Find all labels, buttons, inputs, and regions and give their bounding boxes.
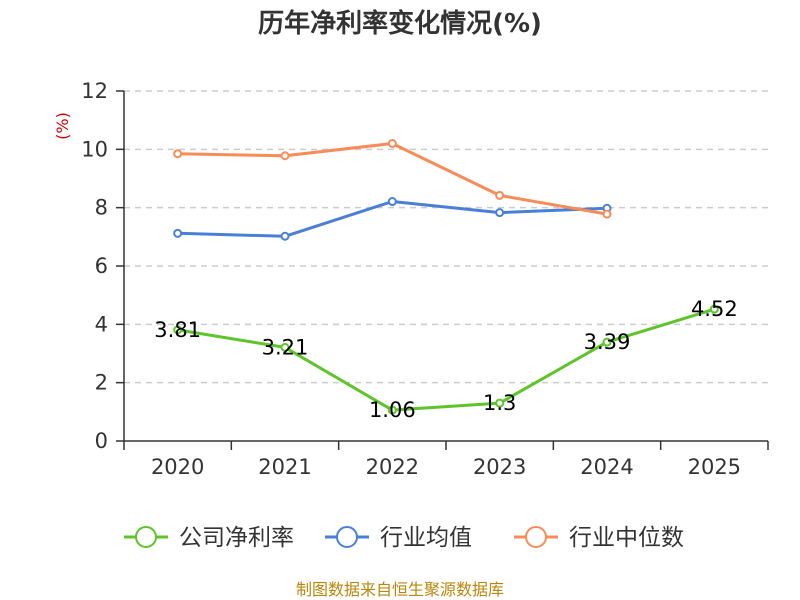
y-tick-label-4: 4 bbox=[95, 312, 108, 336]
point-2-2022[interactable] bbox=[387, 139, 397, 148]
y-tick-label-10: 10 bbox=[81, 137, 108, 161]
legend-marker-0 bbox=[135, 526, 157, 548]
y-tick-label-12: 12 bbox=[81, 79, 108, 103]
point-0-2025[interactable] bbox=[709, 304, 719, 314]
data-label-2020: 3.81 bbox=[154, 318, 201, 342]
y-tick-label-0: 0 bbox=[95, 429, 108, 453]
grid bbox=[124, 90, 768, 384]
point-2-2024[interactable] bbox=[602, 209, 612, 219]
y-tick-label-8: 8 bbox=[95, 196, 108, 220]
x-tick-label-2020: 2020 bbox=[151, 455, 204, 479]
legend-item-0[interactable]: 公司净利率 bbox=[124, 525, 294, 551]
source-note: 制图数据来自恒生聚源数据库 bbox=[296, 580, 504, 599]
y-tick-label-2: 2 bbox=[95, 371, 108, 395]
x-tick-label-2021: 2021 bbox=[258, 455, 311, 479]
legend-label-2: 行业中位数 bbox=[569, 525, 684, 551]
series-group bbox=[173, 139, 719, 415]
legend-label-0: 公司净利率 bbox=[179, 525, 294, 551]
legend-item-2[interactable]: 行业中位数 bbox=[514, 525, 684, 551]
point-2-2020[interactable] bbox=[173, 149, 183, 159]
data-label-2024: 3.39 bbox=[584, 330, 631, 354]
point-0-2022[interactable] bbox=[387, 405, 397, 415]
y-tick-label-6: 6 bbox=[95, 254, 108, 278]
x-tick-label-2025: 2025 bbox=[688, 455, 741, 479]
data-labels: 3.81 3.21 1.06 1.3 3.39 4.52 bbox=[154, 297, 737, 422]
point-0-2020[interactable] bbox=[173, 325, 183, 335]
point-2-2023[interactable] bbox=[495, 190, 505, 200]
series-line-1[interactable] bbox=[177, 200, 608, 238]
y-axis-label: (%) bbox=[53, 112, 72, 140]
legend-marker-1 bbox=[336, 526, 358, 548]
point-1-2021[interactable] bbox=[280, 231, 290, 241]
x-tick-label-2023: 2023 bbox=[473, 455, 526, 479]
legend-item-1[interactable]: 行业均值 bbox=[325, 525, 472, 551]
data-label-2025: 4.52 bbox=[691, 297, 738, 321]
point-2-2021[interactable] bbox=[280, 151, 290, 161]
point-0-2024[interactable] bbox=[602, 337, 612, 347]
legend[interactable]: 公司净利率 行业均值 行业中位数 bbox=[124, 525, 684, 551]
axes: 0 2 4 6 8 10 12 2020 2021 2022 2023 2024 2025 bbox=[81, 79, 769, 479]
data-label-2023: 1.3 bbox=[483, 391, 516, 415]
x-tick-label-2024: 2024 bbox=[580, 455, 633, 479]
data-label-2021: 3.21 bbox=[262, 335, 309, 359]
point-1-2020[interactable] bbox=[173, 228, 183, 238]
data-label-2022: 1.06 bbox=[369, 398, 416, 422]
x-tick-label-2022: 2022 bbox=[366, 455, 419, 479]
series-line-0[interactable] bbox=[177, 307, 715, 412]
point-1-2022[interactable] bbox=[387, 197, 397, 207]
legend-marker-2 bbox=[525, 526, 547, 548]
point-0-2023[interactable] bbox=[495, 398, 505, 408]
point-1-2023[interactable] bbox=[495, 208, 505, 218]
legend-label-1: 行业均值 bbox=[380, 525, 472, 551]
point-0-2021[interactable] bbox=[280, 342, 290, 352]
chart-title: 历年净利率变化情况(%) bbox=[258, 8, 542, 39]
